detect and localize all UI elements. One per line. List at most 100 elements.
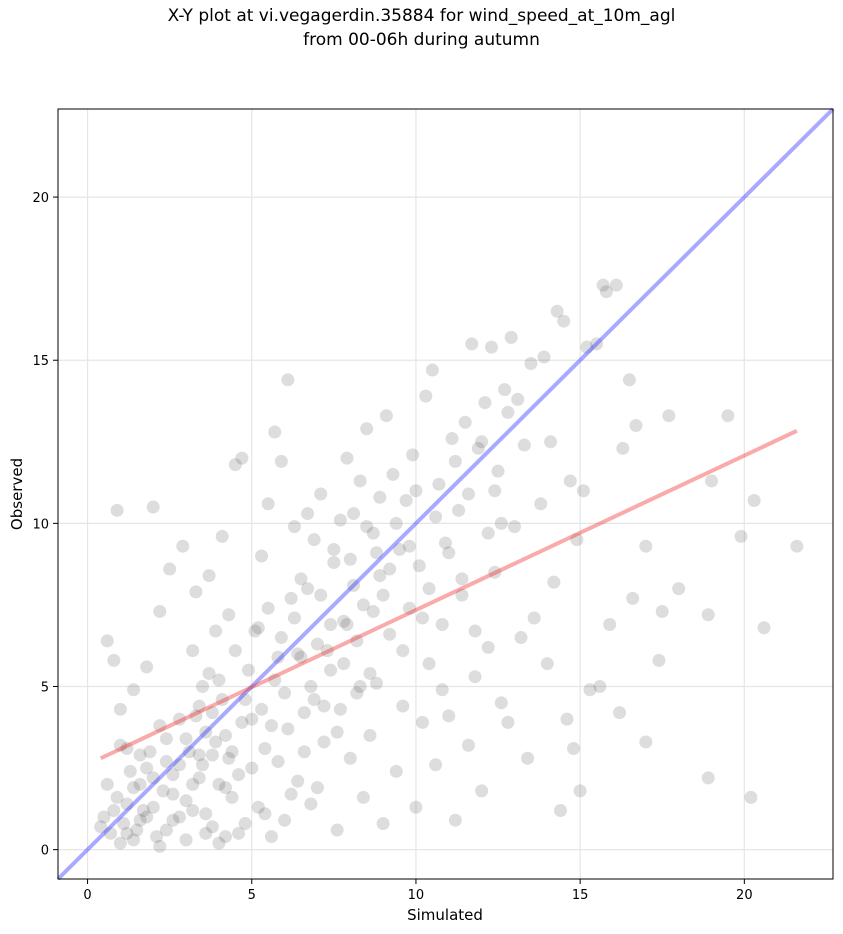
scatter-point <box>113 738 127 752</box>
scatter-point <box>199 725 213 739</box>
scatter-point <box>143 745 157 759</box>
scatter-point <box>218 781 232 795</box>
scatter-point <box>271 650 285 664</box>
scatter-point <box>370 546 384 560</box>
scatter-point <box>146 500 160 514</box>
scatter-point <box>212 673 226 687</box>
scatter-point <box>333 513 347 527</box>
scatter-point <box>573 784 587 798</box>
scatter-point <box>422 657 436 671</box>
scatter-point <box>173 712 187 726</box>
scatter-point <box>284 591 298 605</box>
scatter-point <box>310 637 324 651</box>
scatter-point <box>501 715 515 729</box>
scatter-point <box>307 533 321 547</box>
scatter-point <box>567 741 581 755</box>
scatter-point <box>163 562 177 576</box>
scatter-point <box>465 337 479 351</box>
scatter-point <box>271 755 285 769</box>
scatter-point <box>310 781 324 795</box>
scatter-point <box>278 813 292 827</box>
grid-lines <box>58 109 833 879</box>
scatter-point <box>721 409 735 423</box>
scatter-point <box>570 533 584 547</box>
scatter-point <box>120 797 134 811</box>
scatter-point <box>146 800 160 814</box>
scatter-point <box>189 585 203 599</box>
scatter-point <box>402 601 416 615</box>
y-tick-label: 0 <box>41 844 49 859</box>
scatter-point <box>150 830 164 844</box>
scatter-point <box>140 810 154 824</box>
x-tick-label: 15 <box>572 888 589 903</box>
scatter-point <box>360 422 374 436</box>
scatter-point <box>317 699 331 713</box>
scatter-point <box>140 660 154 674</box>
scatter-point <box>314 487 328 501</box>
scatter-point <box>195 680 209 693</box>
scatter-point <box>347 578 361 592</box>
scatter-point <box>110 790 124 804</box>
scatter-point <box>133 777 147 791</box>
scatter-point <box>166 787 180 801</box>
scatter-point <box>481 526 495 540</box>
scatter-point <box>189 709 203 723</box>
y-tick-label: 20 <box>32 191 49 206</box>
scatter-point <box>268 673 282 687</box>
scatter-point <box>488 484 502 498</box>
scatter-point <box>127 833 141 847</box>
scatter-point <box>192 748 206 762</box>
x-tick-label: 20 <box>736 888 753 903</box>
scatter-point <box>330 823 344 837</box>
scatter-point <box>192 771 206 785</box>
scatter-point <box>179 833 193 847</box>
scatter-point <box>232 768 246 782</box>
scatter-point <box>757 621 771 635</box>
scatter-point <box>186 644 200 658</box>
scatter-point <box>593 680 607 693</box>
scatter-point <box>261 497 275 511</box>
scatter-point <box>452 503 466 517</box>
scatter-point <box>327 556 341 570</box>
scatter-point <box>599 285 613 299</box>
scatter-point <box>393 542 407 556</box>
scatter-point <box>455 588 469 602</box>
scatter-point <box>317 735 331 749</box>
scatter-point <box>127 683 141 697</box>
scatter-point <box>422 582 436 596</box>
scatter-point <box>255 549 269 563</box>
scatter-point <box>281 722 295 736</box>
scatter-point <box>603 618 617 632</box>
scatter-point <box>166 768 180 782</box>
scatter-point <box>104 826 118 840</box>
scatter-point <box>389 516 403 530</box>
scatter-point <box>704 474 718 488</box>
scatter-point <box>159 823 173 837</box>
scatter-point <box>337 657 351 671</box>
scatter-point <box>314 588 328 602</box>
scatter-point <box>291 647 305 661</box>
scatter-point <box>156 784 170 798</box>
scatter-point <box>475 435 489 449</box>
scatter-point <box>383 562 397 576</box>
scatter-point <box>524 356 538 370</box>
scatter-point <box>471 441 485 455</box>
scatter-point <box>511 392 525 406</box>
scatter-point <box>744 790 758 804</box>
y-tick-label: 10 <box>32 517 49 532</box>
scatter-point <box>409 484 423 498</box>
scatter-point <box>343 552 357 566</box>
scatter-point <box>215 693 229 707</box>
scatter-point <box>127 781 141 795</box>
scatter-point <box>445 432 459 446</box>
scatter-point <box>540 657 554 671</box>
scatter-point <box>616 441 630 455</box>
scatter-point <box>432 477 446 491</box>
scatter-point <box>186 803 200 817</box>
scatter-point <box>350 686 364 700</box>
scatter-point <box>232 826 246 840</box>
scatter-point <box>521 751 535 765</box>
scatter-point <box>366 604 380 618</box>
scatter-point <box>205 820 219 834</box>
